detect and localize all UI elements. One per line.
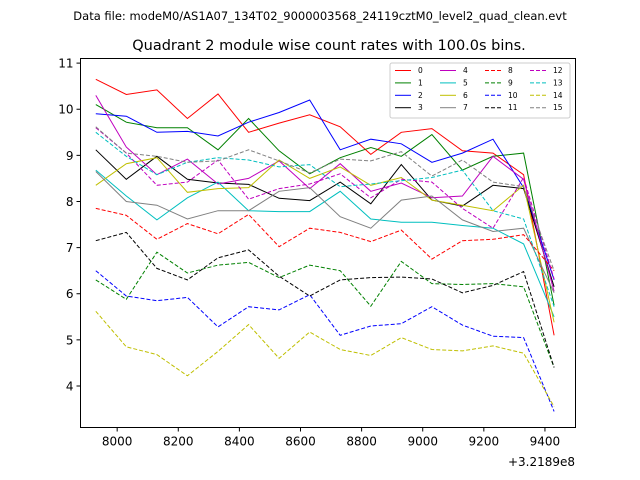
series-line-11 xyxy=(95,231,555,368)
series-line-4 xyxy=(95,95,555,292)
series-line-2 xyxy=(95,99,555,281)
series-line-9 xyxy=(95,251,555,368)
series-line-6 xyxy=(95,157,555,323)
legend-label-4: 4 xyxy=(463,66,468,75)
series-line-14 xyxy=(95,310,555,407)
axis-ticks: 8000 8200 8400 8600 8800 9000 9200 940045678910… xyxy=(58,57,560,449)
y-tick-label: 9 xyxy=(66,149,74,163)
legend-label-2: 2 xyxy=(418,91,423,100)
y-tick-label: 8 xyxy=(66,195,74,209)
legend-label-12: 12 xyxy=(553,66,563,75)
y-tick-label: 6 xyxy=(66,287,74,301)
legend-label-13: 13 xyxy=(553,78,563,87)
legend-label-7: 7 xyxy=(463,103,468,112)
chart-title: Quadrant 2 module wise count rates with … xyxy=(132,38,526,54)
y-tick-label: 11 xyxy=(58,57,73,71)
x-tick-label: 8400 xyxy=(224,435,255,449)
plot-area xyxy=(95,78,555,412)
axes-frame xyxy=(80,58,576,428)
legend-label-10: 10 xyxy=(508,91,518,100)
x-tick-label: 8200 xyxy=(163,435,194,449)
series-line-12 xyxy=(95,127,555,280)
legend-label-9: 9 xyxy=(508,78,513,87)
legend-label-3: 3 xyxy=(418,103,423,112)
legend-label-5: 5 xyxy=(463,78,468,87)
legend-label-6: 6 xyxy=(463,91,468,100)
x-tick-label: 9400 xyxy=(530,435,561,449)
legend-label-14: 14 xyxy=(553,91,563,100)
x-tick-label: 8600 xyxy=(285,435,316,449)
legend-label-0: 0 xyxy=(418,66,423,75)
series-line-8 xyxy=(95,207,555,272)
x-tick-label: 9000 xyxy=(407,435,438,449)
x-tick-label: 8000 xyxy=(102,435,133,449)
series-line-10 xyxy=(95,270,555,412)
y-tick-label: 7 xyxy=(66,241,74,255)
legend-label-1: 1 xyxy=(418,78,423,87)
series-line-7 xyxy=(95,171,555,294)
series-line-3 xyxy=(95,149,555,287)
legend-label-15: 15 xyxy=(553,103,563,112)
data-file-suptitle: Data file: modeM0/AS1A07_134T02_90000035… xyxy=(73,9,567,23)
series-line-15 xyxy=(95,126,555,271)
x-offset-label: +3.2189e8 xyxy=(508,455,575,469)
legend-label-11: 11 xyxy=(508,103,518,112)
x-tick-label: 9200 xyxy=(469,435,500,449)
series-line-13 xyxy=(95,131,555,307)
y-tick-label: 10 xyxy=(58,103,73,117)
series-line-0 xyxy=(95,78,555,336)
y-tick-label: 5 xyxy=(66,333,74,347)
legend-box xyxy=(389,62,571,119)
x-tick-label: 8800 xyxy=(346,435,377,449)
legend-label-8: 8 xyxy=(508,66,513,75)
series-line-5 xyxy=(95,169,555,317)
y-tick-label: 4 xyxy=(66,379,74,393)
